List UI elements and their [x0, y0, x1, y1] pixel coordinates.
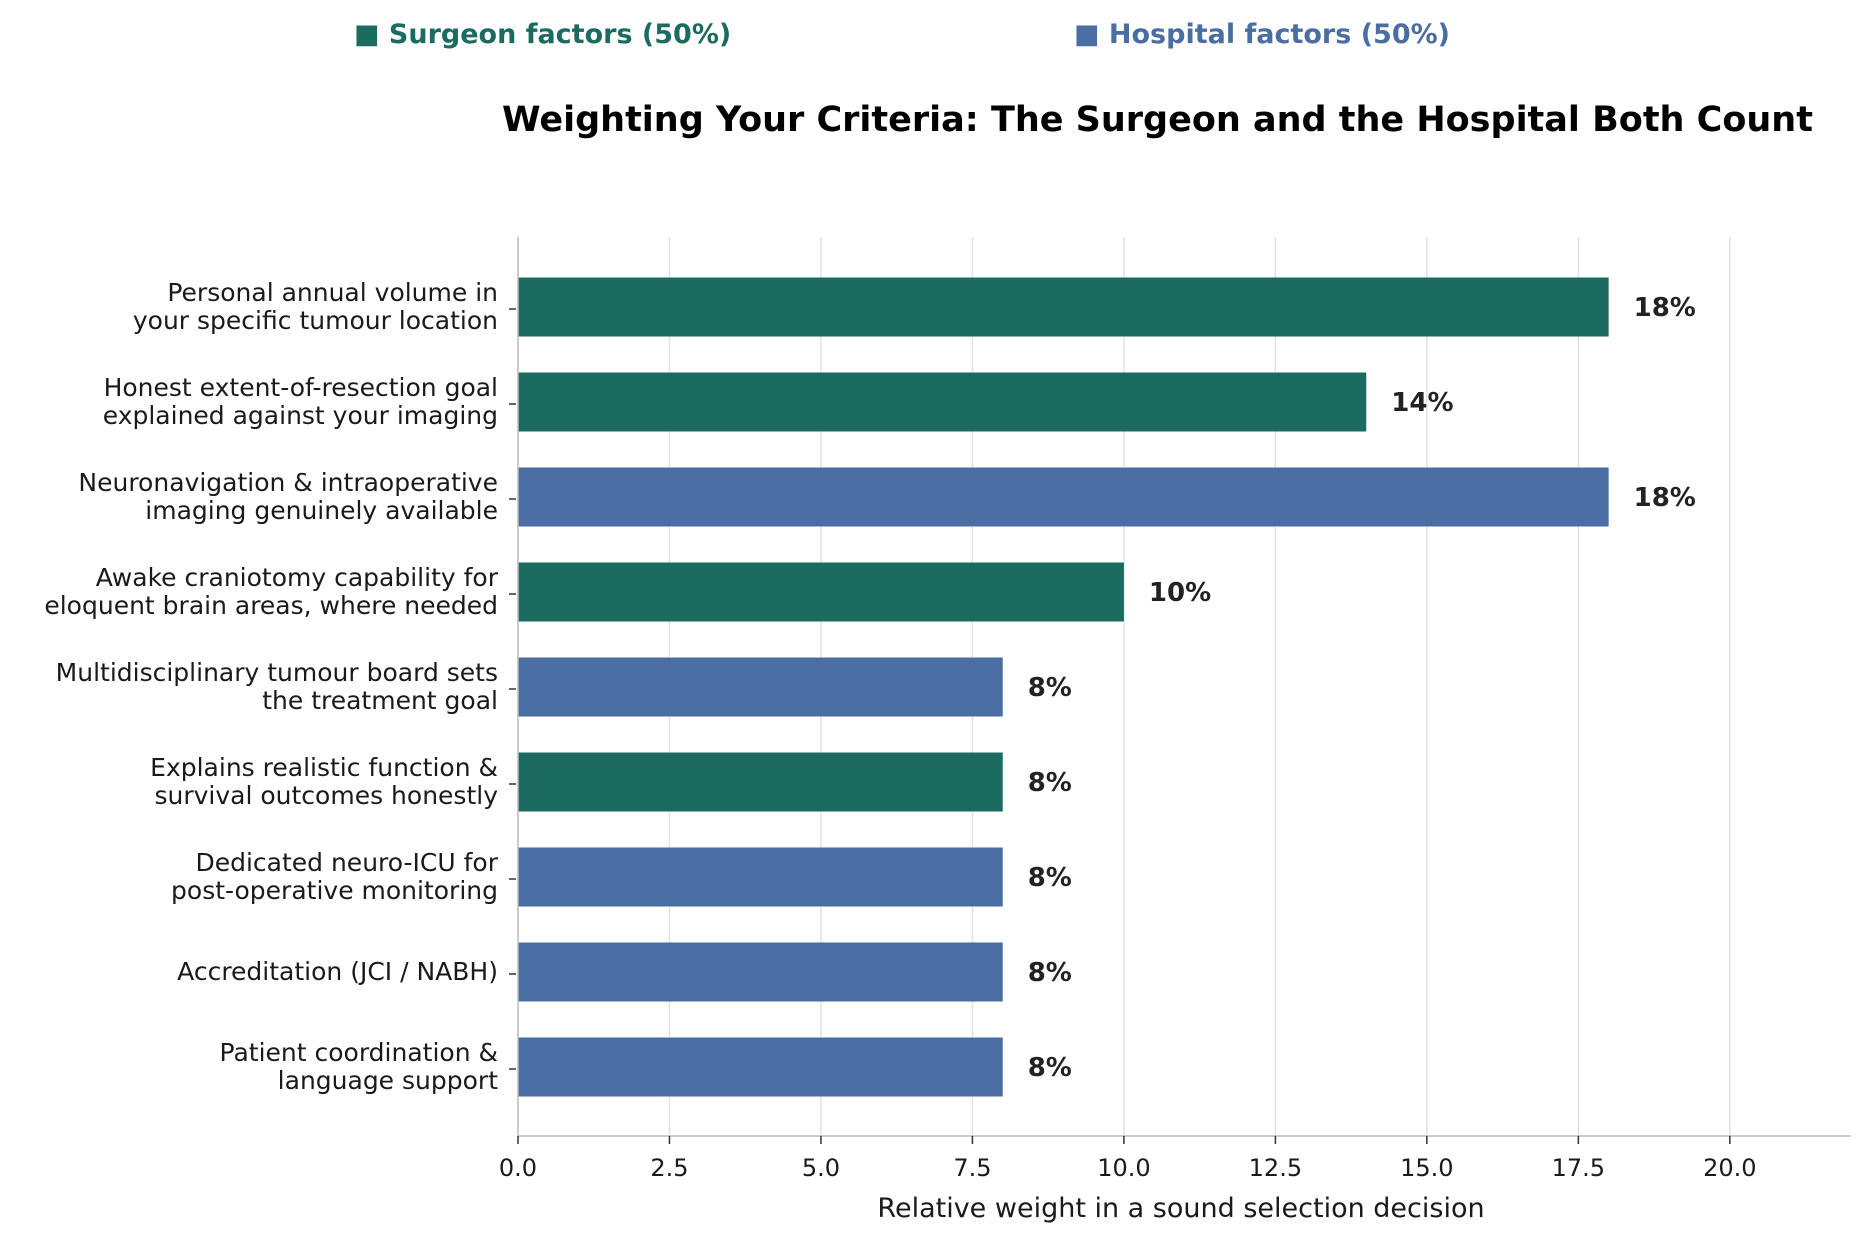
bar-value-label: 10% [1149, 578, 1211, 608]
category-label: Neuronavigation & intraoperative imaging … [78, 468, 498, 525]
category-label: Honest extent-of-resection goal explained… [103, 373, 498, 430]
bar-hospital [518, 657, 1003, 717]
bar-hospital [518, 467, 1609, 527]
bar-value-label: 8% [1028, 768, 1072, 798]
bars [518, 277, 1609, 1097]
x-tick-label: 15.0 [1400, 1154, 1453, 1182]
category-label-line: explained against your imaging [103, 401, 498, 430]
bar-value-label: 8% [1028, 958, 1072, 988]
category-label-line: the treatment goal [262, 686, 498, 715]
bar-hospital [518, 847, 1003, 907]
x-tick-label: 10.0 [1097, 1154, 1150, 1182]
category-label-line: Patient coordination & [220, 1038, 498, 1067]
category-label-line: Honest extent-of-resection goal [104, 373, 498, 402]
bar-value-label: 18% [1634, 293, 1696, 323]
x-tick-label: 0.0 [499, 1154, 537, 1182]
category-label-line: Personal annual volume in [167, 278, 498, 307]
labels: 18% Personal annual volume in your specifi… [44, 278, 1696, 1095]
category-label: Multidisciplinary tumour board sets the t… [56, 658, 498, 715]
bar-hospital [518, 942, 1003, 1002]
category-label-line: your specific tumour location [133, 306, 498, 335]
axes: 0.0 2.5 5.0 7.5 10.0 12.5 15.0 17.5 20.0 [499, 237, 1851, 1182]
x-tick-label: 20.0 [1703, 1154, 1756, 1182]
x-tick-label: 7.5 [953, 1154, 991, 1182]
x-tick-label: 12.5 [1249, 1154, 1302, 1182]
bar-value-label: 14% [1391, 388, 1453, 418]
x-tick-label: 2.5 [650, 1154, 688, 1182]
category-label: Patient coordination & language support [220, 1038, 499, 1095]
bar-value-label: 8% [1028, 1053, 1072, 1083]
category-label-line: Neuronavigation & intraoperative [78, 468, 498, 497]
bar-surgeon [518, 562, 1124, 622]
chart-title: Weighting Your Criteria: The Surgeon and… [502, 100, 1813, 140]
category-label-line: Dedicated neuro-ICU for [195, 848, 498, 877]
category-label: Explains realistic function & survival ou… [150, 753, 498, 810]
category-label: Personal annual volume in your specific t… [133, 278, 498, 335]
x-tick-label: 5.0 [802, 1154, 840, 1182]
category-label-line: Multidisciplinary tumour board sets [56, 658, 498, 687]
category-label: Awake craniotomy capability for eloquent … [44, 563, 498, 620]
category-label-line: imaging genuinely available [145, 496, 498, 525]
category-label-line: Explains realistic function & [150, 753, 498, 782]
bar-surgeon [518, 752, 1003, 812]
category-label-line: language support [278, 1066, 499, 1095]
category-label: Dedicated neuro-ICU for post-operative mo… [171, 848, 499, 905]
category-label-line: Awake craniotomy capability for [96, 563, 499, 592]
legend-entry-surgeon: ■ Surgeon factors (50%) [354, 19, 731, 50]
bar-value-label: 18% [1634, 483, 1696, 513]
bar-value-label: 8% [1028, 673, 1072, 703]
bar-surgeon [518, 277, 1609, 337]
x-tick-label: 17.5 [1552, 1154, 1605, 1182]
bar-surgeon [518, 372, 1367, 432]
legend-entry-hospital: ■ Hospital factors (50%) [1074, 19, 1450, 50]
category-label-line: eloquent brain areas, where needed [44, 591, 498, 620]
bar-value-label: 8% [1028, 863, 1072, 893]
x-axis-label: Relative weight in a sound selection dec… [877, 1193, 1484, 1224]
category-label-line: Accreditation (JCI / NABH) [177, 957, 498, 986]
category-label-line: survival outcomes honestly [154, 781, 498, 810]
category-label-line: post-operative monitoring [171, 876, 498, 905]
bar-hospital [518, 1037, 1003, 1097]
category-label: Accreditation (JCI / NABH) [177, 957, 498, 986]
legend: ■ Surgeon factors (50%) ■ Hospital facto… [354, 19, 1450, 50]
